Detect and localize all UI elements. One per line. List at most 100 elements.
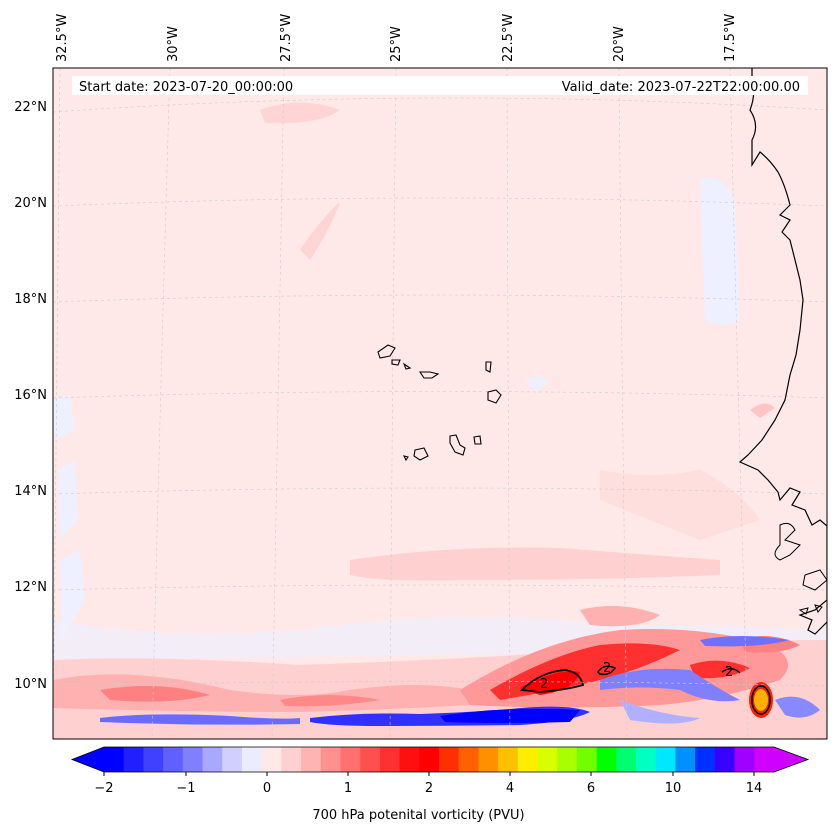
colorbar-swatch — [340, 747, 361, 772]
colorbar-swatch — [498, 747, 519, 772]
pv-maximum-contour — [751, 685, 771, 715]
pv-positive-patch — [300, 202, 340, 260]
pv-contour-2 — [721, 668, 741, 674]
colorbar-swatch — [301, 747, 322, 772]
lon-label: 25°W — [389, 26, 404, 62]
colorbar-swatch — [655, 747, 676, 772]
pv-contour-2 — [520, 669, 585, 693]
pv-negative-patch — [700, 177, 740, 325]
colorbar-tick-label: 6 — [587, 781, 595, 796]
colorbar-swatch — [241, 747, 263, 772]
pv-positive-patch — [260, 102, 340, 124]
pv-negative-band — [100, 714, 300, 725]
colorbar-swatch — [439, 747, 460, 772]
graticule — [53, 68, 827, 739]
colorbar-swatch — [636, 747, 657, 772]
colorbar-swatch — [419, 747, 440, 772]
contour-label: 2 — [725, 665, 733, 680]
lat-label: 20°N — [14, 196, 47, 211]
colorbar-swatch — [458, 747, 479, 772]
guinea-coast-detail — [802, 569, 827, 591]
lat-label: 16°N — [14, 388, 47, 403]
colorbar-swatch — [478, 747, 499, 772]
cape-verde-islands — [377, 344, 502, 462]
colorbar-swatch — [576, 747, 598, 772]
date-banner — [72, 76, 808, 95]
colorbar-swatch — [163, 747, 184, 772]
lat-label: 10°N — [14, 677, 47, 692]
colorbar — [70, 746, 810, 776]
colorbar-tick-label: 1 — [344, 781, 352, 796]
pv-positive-patch — [350, 547, 720, 581]
lat-label: 14°N — [14, 484, 47, 499]
colorbar-swatch — [222, 747, 243, 772]
pv-negative-band — [620, 700, 700, 724]
pv-negative-patch — [53, 395, 75, 440]
senegal-coast-detail — [774, 522, 801, 561]
colorbar-swatch — [596, 747, 617, 772]
pv-positive-patch — [750, 403, 775, 418]
lat-label: 12°N — [14, 580, 47, 595]
pv-positive-patch — [280, 695, 380, 707]
pv-negative-patch — [58, 460, 78, 540]
colorbar-tick-label: −2 — [94, 781, 113, 796]
colorbar-swatch — [104, 747, 125, 772]
colorbar-swatch — [182, 747, 203, 772]
colorbar-swatch — [281, 747, 302, 772]
pv-negative-band — [600, 668, 740, 702]
pv-maximum-core — [754, 689, 768, 711]
africa-coastline — [738, 68, 827, 635]
lon-label: 32.5°W — [55, 14, 70, 62]
colorbar-extend-low — [72, 747, 104, 772]
colorbar-ticks: −2 −1 0 1 2 4 6 10 14 — [94, 781, 762, 796]
valid-date-label: Valid_date: 2023-07-22T22:00:00.00 — [562, 80, 800, 95]
pv-negative-band — [775, 696, 820, 718]
contour-label: 2 — [540, 677, 548, 692]
colorbar-extend-high — [774, 747, 808, 772]
pv-positive-patch — [580, 606, 660, 627]
lon-label: 22.5°W — [501, 14, 516, 62]
map-frame — [52, 67, 828, 740]
colorbar-tick-label: −1 — [176, 781, 195, 796]
colorbar-tick-label: 14 — [746, 781, 763, 796]
pv-positive-patch — [520, 671, 580, 695]
lat-label: 18°N — [14, 292, 47, 307]
colorbar-tick-label: 4 — [506, 781, 514, 796]
colorbar-swatch — [123, 747, 144, 772]
colorbar-swatch — [557, 747, 578, 772]
bijagos-islands — [798, 604, 823, 615]
pv-positive-patch — [100, 686, 210, 702]
colorbar-swatch — [202, 747, 223, 772]
colorbar-swatch — [714, 747, 735, 772]
colorbar-swatch — [537, 747, 558, 772]
colorbar-swatch — [143, 747, 164, 772]
lon-label: 20°W — [612, 26, 627, 62]
pv-negative-patch — [60, 550, 85, 640]
pv-negative-band — [700, 636, 790, 647]
lat-label: 22°N — [14, 100, 47, 115]
colorbar-tick-label: 2 — [425, 781, 433, 796]
pv-negative-patch — [525, 376, 550, 392]
colorbar-tick-label: 10 — [665, 781, 682, 796]
lon-label: 27.5°W — [279, 14, 294, 62]
latitude-labels: 22°N 20°N 18°N 16°N 14°N 12°N 10°N — [14, 100, 47, 692]
colorbar-swatch — [616, 747, 637, 772]
colorbar-tick-label: 0 — [263, 781, 271, 796]
start-date-label: Start date: 2023-07-20_00:00:00 — [79, 80, 293, 95]
pv-positive-patch — [690, 660, 750, 679]
colorbar-swatch — [261, 747, 282, 772]
colorbar-title: 700 hPa potenital vorticity (PVU) — [312, 808, 525, 823]
contour-label: 2 — [603, 661, 611, 676]
colorbar-swatch — [379, 747, 400, 772]
colorbar-swatch — [734, 747, 755, 772]
colorbar-swatch — [695, 747, 716, 772]
colorbar-swatch — [754, 747, 775, 772]
longitude-labels: 32.5°W 30°W 27.5°W 25°W 22.5°W 20°W 17.5… — [55, 14, 738, 62]
pv-field: 2 2 2 — [53, 68, 827, 739]
pv-contour-2 — [597, 665, 617, 676]
lon-label: 17.5°W — [723, 14, 738, 62]
pv-positive-patch — [600, 470, 760, 540]
colorbar-swatch — [675, 747, 696, 772]
lon-label: 30°W — [166, 26, 181, 62]
